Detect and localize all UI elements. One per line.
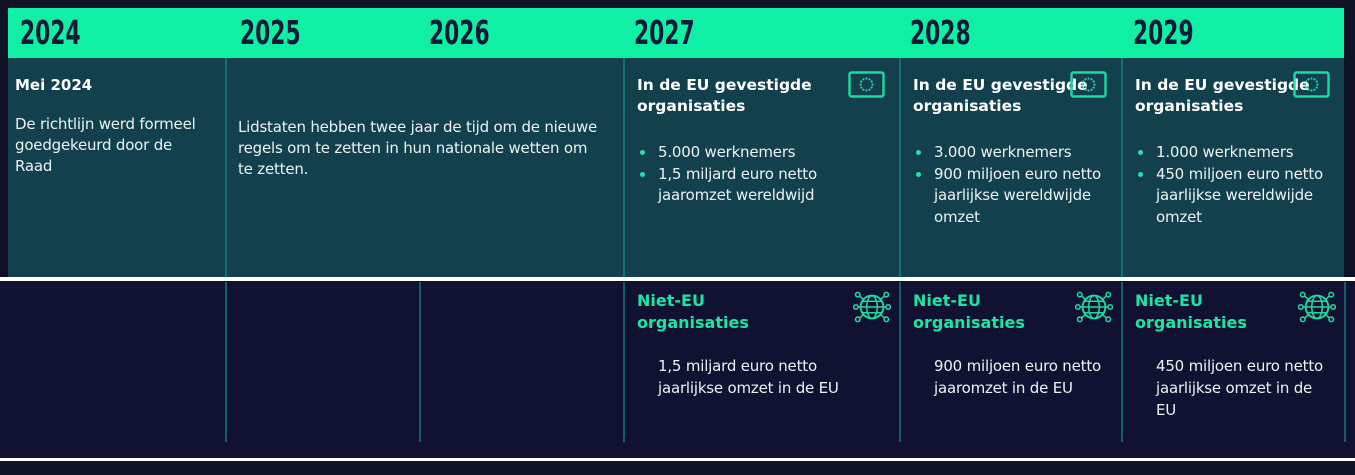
column-divider [623,282,625,442]
eu-flag-icon [1293,71,1330,98]
bullet-dot [1138,150,1143,155]
requirement-bullet: 900 miljoen euro netto jaarlijkse wereld… [913,164,1121,229]
column-divider [899,282,901,442]
column-divider [225,58,227,277]
eu-org-heading: In de EU gevestigde organisaties [913,76,1088,115]
milestone-cell-2024: Mei 2024 De richtlijn werd formeel goedg… [8,58,225,277]
non-eu-body: 1,5 miljard euro netto jaarlijkse omzet … [658,357,839,397]
column-divider [225,282,227,442]
bullet-dot [916,171,921,177]
non-eu-cell-2027: Niet-EU organisaties 1,5 miljard euro ne… [625,282,899,442]
requirement-bullet: 1.000 werknemers [1135,142,1344,164]
requirement-text: 450 miljoen euro netto jaarlijkse wereld… [1156,164,1323,226]
column-divider [899,58,901,277]
bullet-dot [640,150,645,155]
column-divider [419,282,421,442]
non-eu-heading: Niet-EU organisaties [913,291,1025,332]
transposition-cell-2025-2026: Lidstaten hebben twee jaar de tijd om de… [227,58,623,277]
requirement-list: 3.000 werknemers 900 miljoen euro netto … [913,142,1121,228]
year-label-2025: 2025 [240,13,301,52]
requirement-text: 5.000 werknemers [658,143,796,161]
non-eu-cell-2028: Niet-EU organisaties 900 miljoen euro ne… [901,282,1121,442]
milestone-body: De richtlijn werd formeel goedgekeurd do… [15,115,196,175]
bullet-dot [1138,171,1143,177]
globe-network-icon [1075,288,1113,326]
eu-org-heading: In de EU gevestigde organisaties [1135,76,1310,115]
non-eu-body: 450 miljoen euro netto jaarlijkse omzet … [1156,357,1323,419]
milestone-title: Mei 2024 [15,76,93,94]
requirement-bullet: 5.000 werknemers [637,142,899,164]
column-divider [623,58,625,277]
non-eu-cell-2029: Niet-EU organisaties 450 miljoen euro ne… [1123,282,1344,442]
year-label-2027: 2027 [634,13,695,52]
eu-org-cell-2027: In de EU gevestigde organisaties 5.000 w… [625,58,899,277]
year-label-2024: 2024 [20,13,81,52]
bullet-dot [640,171,645,177]
globe-network-icon [1298,288,1336,326]
column-divider [1344,282,1346,442]
eu-org-cell-2028: In de EU gevestigde organisaties 3.000 w… [901,58,1121,277]
requirement-text: 1.000 werknemers [1156,143,1294,161]
eu-org-heading: In de EU gevestigde organisaties [637,76,812,115]
column-divider [1121,58,1123,277]
year-label-2028: 2028 [910,13,971,52]
requirement-text: 3.000 werknemers [934,143,1072,161]
requirement-list: 1.000 werknemers 450 miljoen euro netto … [1135,142,1344,228]
transposition-body: Lidstaten hebben twee jaar de tijd om de… [238,118,598,178]
timeline-year-header: 2024 2025 2026 2027 2028 2029 [8,8,1344,58]
requirement-bullet: 3.000 werknemers [913,142,1121,164]
requirement-bullet: 1,5 miljard euro netto jaaromzet wereldw… [637,164,899,207]
requirement-list: 5.000 werknemers 1,5 miljard euro netto … [637,142,899,207]
eu-flag-icon [1070,71,1107,98]
row-divider-line [0,277,1355,281]
requirement-text: 1,5 miljard euro netto jaaromzet wereldw… [658,164,817,205]
requirement-text: 900 miljoen euro netto jaarlijkse wereld… [934,164,1101,226]
non-eu-heading: Niet-EU organisaties [637,291,749,332]
eu-flag-icon [848,71,885,98]
non-eu-body: 900 miljoen euro netto jaaromzet in de E… [934,357,1101,397]
eu-org-cell-2029: In de EU gevestigde organisaties 1.000 w… [1123,58,1344,277]
bullet-dot [916,150,921,155]
non-eu-heading: Niet-EU organisaties [1135,291,1247,332]
year-label-2026: 2026 [429,13,490,52]
requirement-bullet: 450 miljoen euro netto jaarlijkse wereld… [1135,164,1344,229]
globe-network-icon [853,288,891,326]
bottom-rule-line [0,458,1355,461]
year-label-2029: 2029 [1133,13,1194,52]
column-divider [1121,282,1123,442]
